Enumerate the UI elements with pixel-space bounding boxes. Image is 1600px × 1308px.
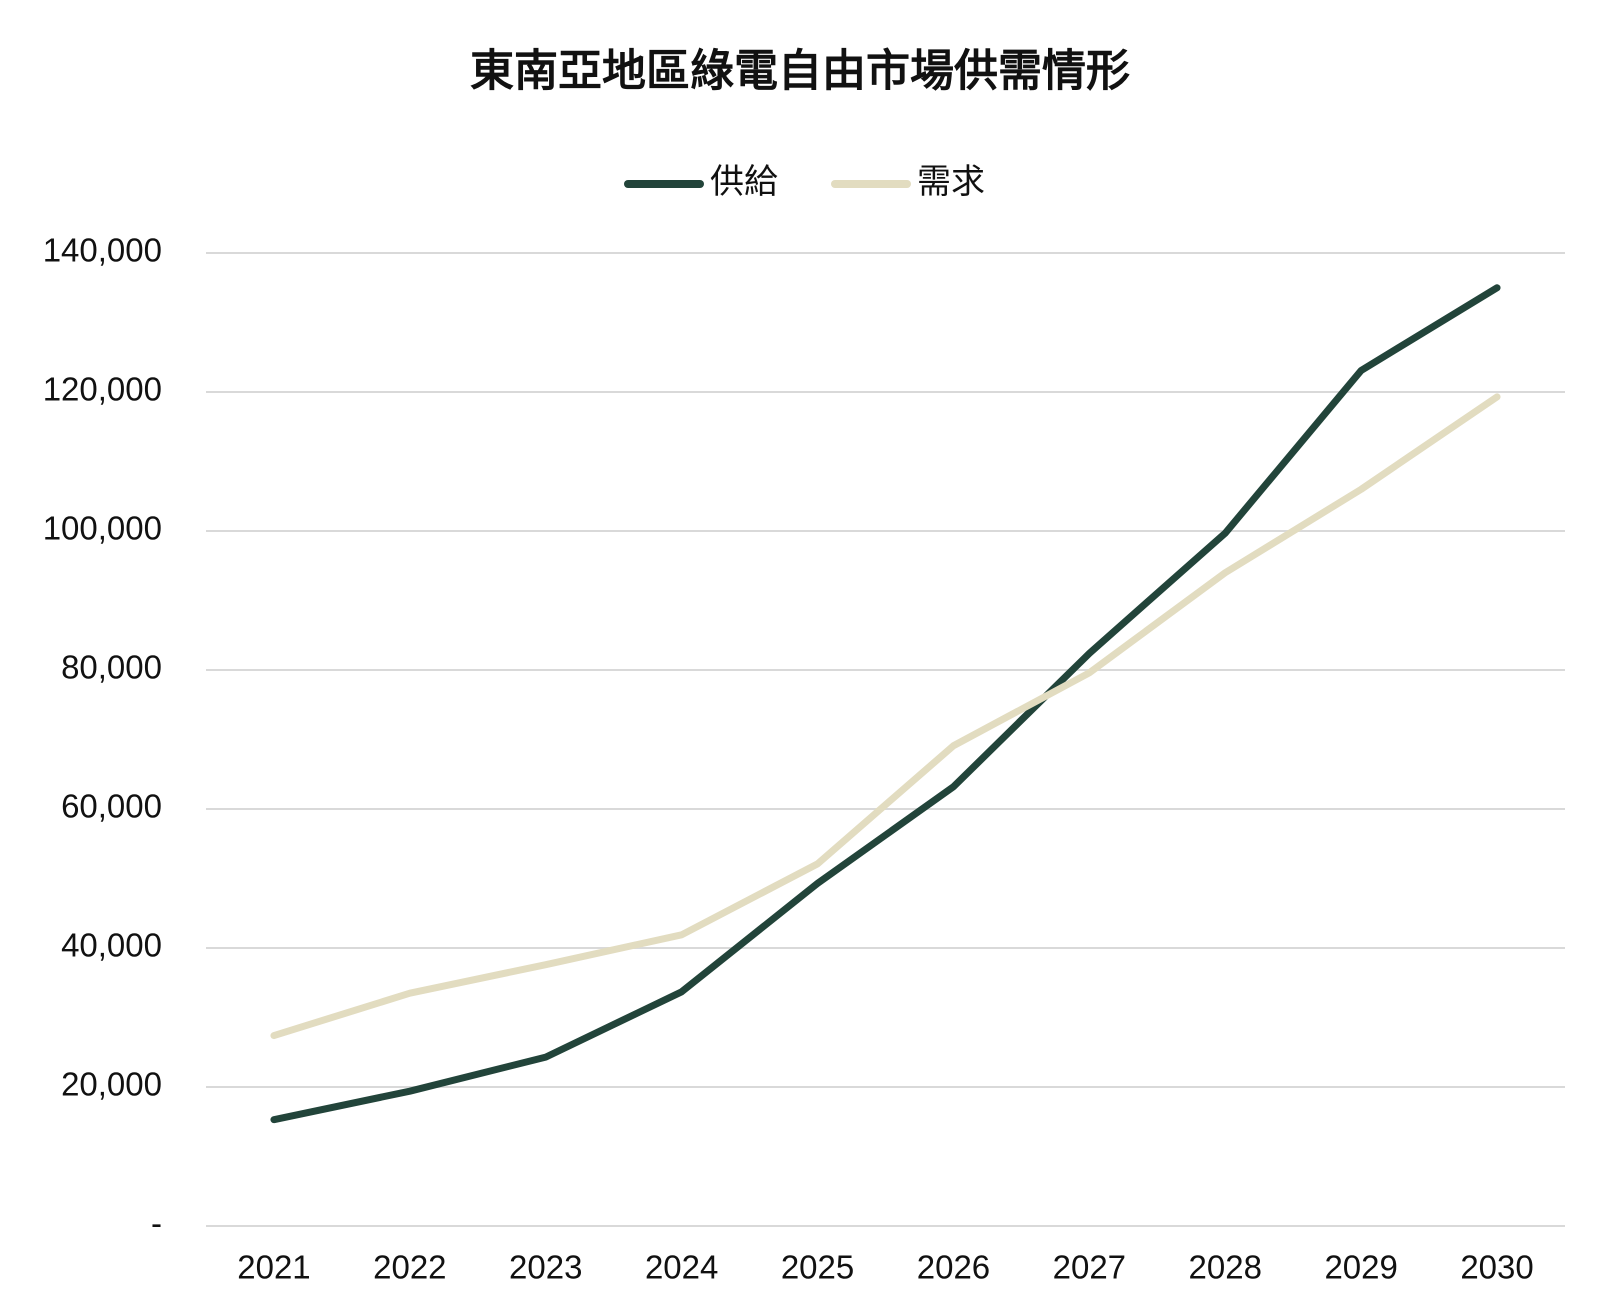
- legend-label: 需求: [917, 163, 985, 201]
- y-tick-label: 80,000: [61, 649, 162, 686]
- series-line: [270, 284, 1501, 1124]
- x-tick-label: 2029: [1324, 1249, 1397, 1286]
- x-tick-label: 2023: [509, 1249, 582, 1286]
- y-tick-label: 40,000: [61, 927, 162, 964]
- x-tick-label: 2027: [1053, 1249, 1126, 1286]
- x-tick-label: 2024: [645, 1249, 718, 1286]
- x-tick-label: 2022: [373, 1249, 446, 1286]
- y-tick-label: 20,000: [61, 1066, 162, 1103]
- y-tick-label: 120,000: [43, 371, 162, 408]
- x-tick-label: 2021: [237, 1249, 310, 1286]
- y-tick-label: 140,000: [43, 232, 162, 269]
- x-tick-label: 2028: [1189, 1249, 1262, 1286]
- y-tick-label: 60,000: [61, 788, 162, 825]
- x-tick-label: 2026: [917, 1249, 990, 1286]
- legend-label: 供給: [710, 163, 778, 201]
- chart-title: 東南亞地區綠電自由市場供需情形: [470, 47, 1130, 96]
- x-tick-label: 2030: [1460, 1249, 1533, 1286]
- x-tick-label: 2025: [781, 1249, 854, 1286]
- series-line: [270, 393, 1501, 1040]
- y-tick-label: 100,000: [43, 510, 162, 547]
- y-tick-label: -: [151, 1205, 162, 1242]
